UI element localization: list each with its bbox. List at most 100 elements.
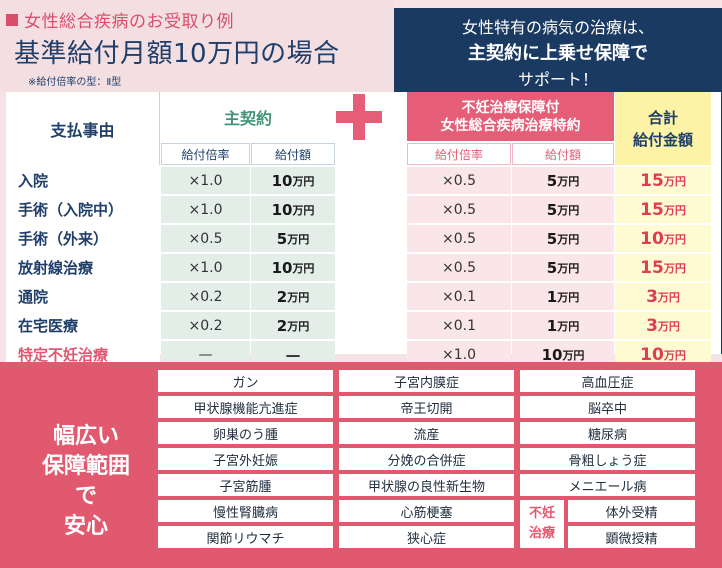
main-multiplier-cell: ×0.5 [161, 225, 250, 252]
coverage-title-line-2: 保障範囲で [41, 454, 130, 509]
total-unit: 万円 [663, 348, 686, 362]
main-multiplier-cell: ×0.2 [161, 312, 250, 339]
amount-value: 5 [276, 229, 288, 248]
disease-item: 脳卒中 [520, 396, 695, 418]
total-unit: 万円 [663, 174, 686, 188]
disease-item: 甲状腺機能亢進症 [158, 396, 333, 418]
disease-item: メニエール病 [520, 474, 695, 496]
disease-item: 狭心症 [339, 526, 514, 548]
benefit-table-panel: 支払事由 主契約 不妊治療保障付 女性総合疾病治療特約 合計 給付金額 給付倍率… [6, 92, 721, 368]
rider-multiplier-subheader: 給付倍率 [407, 143, 511, 165]
main-multiplier-cell: ×1.0 [161, 196, 250, 223]
total-amount-cell: 10 万円 [615, 225, 711, 252]
amount-unit: 万円 [287, 290, 310, 304]
total-amount-cell: 15 万円 [615, 167, 711, 194]
fertility-item: 顕微授精 [568, 526, 695, 548]
banner-line-1: 女性特有の病気の治療は、 [461, 18, 654, 37]
total-amount-cell: 15 万円 [615, 196, 711, 223]
header-label-row: 女性総合疾病のお受取り例 [6, 7, 234, 32]
total-unit: 万円 [663, 232, 686, 246]
rider-multiplier-cell: ×0.1 [407, 312, 511, 339]
fertility-item: 体外受精 [568, 500, 695, 522]
pay-reason-header: 支払事由 [6, 92, 160, 165]
coverage-title-line-3: 安心 [63, 514, 108, 539]
rider-amount-subheader: 給付額 [512, 143, 614, 165]
disease-item: 骨粗しょう症 [520, 448, 695, 470]
multiplier-type-note: ※給付倍率の型：Ⅱ型 [28, 77, 122, 88]
disease-item: 子宮筋腫 [158, 474, 333, 496]
amount-unit: 万円 [557, 290, 580, 304]
main-multiplier-cell: ×1.0 [161, 167, 250, 194]
disease-item: 子宮内膜症 [339, 370, 514, 392]
disease-item: 心筋梗塞 [339, 500, 514, 522]
plus-icon [336, 94, 382, 140]
fertility-label-line-1: 不妊 [528, 506, 555, 521]
page-title: 基準給付月額10万円の場合 [14, 39, 340, 69]
disease-item: 卵巣のう腫 [158, 422, 333, 444]
rider-multiplier-cell: ×0.1 [407, 283, 511, 310]
banner-line-2: 主契約に上乗せ保障で [468, 43, 648, 64]
disease-item: 流産 [339, 422, 514, 444]
main-amount-subheader: 給付額 [251, 143, 335, 165]
amount-unit: 万円 [562, 348, 585, 362]
header: 女性総合疾病のお受取り例 基準給付月額10万円の場合 ※給付倍率の型：Ⅱ型 [0, 0, 394, 92]
pay-reason-cell: 手術（入院中） [6, 196, 160, 223]
amount-value: 10 [271, 171, 293, 190]
total-value: 15 [640, 199, 664, 220]
main-amount-cell: 2 万円 [251, 283, 335, 310]
total-unit: 万円 [657, 319, 680, 333]
main-multiplier-subheader: 給付倍率 [161, 143, 250, 165]
rider-amount-cell: 5 万円 [512, 225, 614, 252]
rider-header-line-1: 不妊治療保障付 [461, 99, 560, 116]
amount-unit: 万円 [292, 174, 315, 188]
main-amount-cell: 10 万円 [251, 254, 335, 281]
amount-value: 10 [541, 345, 563, 364]
total-unit: 万円 [663, 261, 686, 275]
disease-item: 帝王切開 [339, 396, 514, 418]
total-amount-cell: 15 万円 [615, 254, 711, 281]
total-unit: 万円 [663, 203, 686, 217]
square-bullet-icon [6, 13, 18, 26]
total-value: 3 [646, 315, 658, 336]
total-unit: 万円 [657, 290, 680, 304]
total-value: 10 [640, 228, 664, 249]
total-value: 15 [640, 170, 664, 191]
banner: 女性特有の病気の治療は、 主契約に上乗せ保障で サポート！ [394, 8, 722, 92]
amount-value: 10 [271, 200, 293, 219]
rider-multiplier-cell: ×0.5 [407, 254, 511, 281]
total-header-line-1: 合計 [647, 108, 678, 127]
amount-unit: 万円 [557, 203, 580, 217]
amount-value: 5 [546, 258, 558, 277]
pay-reason-cell: 在宅医療 [6, 312, 160, 339]
fertility-label: 不妊 治療 [520, 500, 564, 548]
total-value: 10 [640, 344, 664, 365]
main-multiplier-cell: ×0.2 [161, 283, 250, 310]
rider-amount-cell: 5 万円 [512, 196, 614, 223]
disease-item: ガン [158, 370, 333, 392]
amount-value: 5 [546, 229, 558, 248]
total-header-line-2: 給付金額 [632, 130, 693, 149]
amount-value: 5 [546, 171, 558, 190]
amount-unit: 万円 [287, 319, 310, 333]
total-amount-cell: 3 万円 [615, 312, 711, 339]
amount-value: 1 [546, 316, 558, 335]
amount-value: 10 [271, 258, 293, 277]
rider-multiplier-cell: ×0.5 [407, 225, 511, 252]
disease-item: 高血圧症 [520, 370, 695, 392]
rider-amount-cell: 5 万円 [512, 254, 614, 281]
coverage-section: 幅広い 保障範囲で 安心 ガン 子宮内膜症 高血圧症甲状腺機能亢進症 帝王切開 脳卒中卵… [0, 362, 722, 568]
amount-unit: 万円 [557, 174, 580, 188]
amount-value: 2 [276, 316, 288, 335]
disease-item: 子宮外妊娠 [158, 448, 333, 470]
amount-value: 5 [546, 200, 558, 219]
amount-unit: 万円 [287, 232, 310, 246]
main-amount-cell: 2 万円 [251, 312, 335, 339]
main-contract-header: 主契約 [161, 92, 335, 141]
disease-item: 慢性腎臓病 [158, 500, 333, 522]
main-amount-cell: 10 万円 [251, 167, 335, 194]
amount-unit: 万円 [557, 319, 580, 333]
header-label: 女性総合疾病のお受取り例 [24, 12, 234, 32]
benefit-table: 支払事由 主契約 不妊治療保障付 女性総合疾病治療特約 合計 給付金額 給付倍率… [6, 92, 721, 368]
coverage-title-line-1: 幅広い [52, 424, 119, 449]
fertility-treatment-group: 不妊 治療 体外受精顕微授精 [520, 500, 695, 548]
